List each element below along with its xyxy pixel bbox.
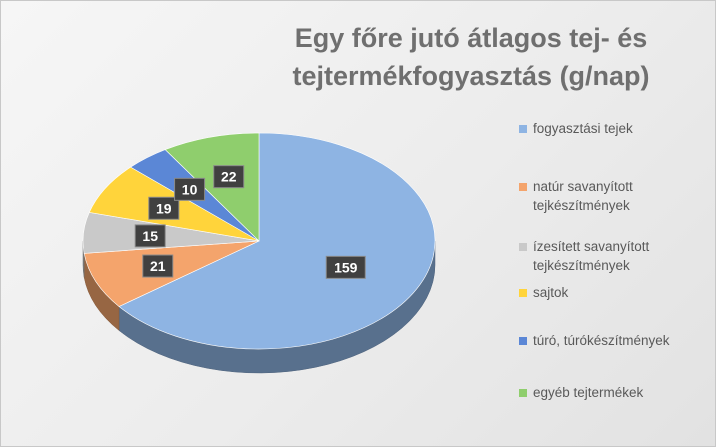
legend-label: túró, túrókészítmények <box>533 333 670 348</box>
data-label: 19 <box>148 196 180 220</box>
legend-item-turo: túró, túrókészítmények <box>519 331 709 350</box>
legend-item-natur-savanyitott: natúr savanyított tejkészítmények <box>519 177 709 215</box>
pie-slice <box>118 132 436 350</box>
legend-item-fogyasztasi-tejek: fogyasztási tejek <box>519 119 709 138</box>
chart-title-line-1: Egy főre jutó átlagos tej- és <box>294 23 648 53</box>
legend-swatch <box>519 243 527 251</box>
legend-item-egyeb: egyéb tejtermékek <box>519 383 709 402</box>
data-label: 22 <box>213 165 245 189</box>
legend-swatch <box>519 125 527 133</box>
svg-text:15: 15 <box>142 228 158 244</box>
pie-slice <box>164 132 260 242</box>
data-label: 15 <box>134 224 166 248</box>
data-label: 21 <box>142 254 174 278</box>
legend-label: ízesített savanyított tejkészítmények <box>533 239 650 273</box>
svg-text:22: 22 <box>221 169 237 185</box>
legend-swatch <box>519 289 527 297</box>
svg-text:19: 19 <box>156 200 172 216</box>
data-label: 159 <box>325 255 366 279</box>
legend-label: natúr savanyított tejkészítmények <box>533 179 633 213</box>
svg-text:10: 10 <box>182 181 198 197</box>
legend-item-izesitett-savanyitott: ízesített savanyított tejkészítmények <box>519 237 709 275</box>
legend-swatch <box>519 337 527 345</box>
legend-item-sajtok: sajtok <box>519 283 709 302</box>
legend-label: fogyasztási tejek <box>533 121 633 136</box>
data-label: 10 <box>174 177 206 201</box>
legend-swatch <box>519 183 527 191</box>
legend-swatch <box>519 389 527 397</box>
legend-label: egyéb tejtermékek <box>533 385 644 400</box>
svg-text:21: 21 <box>150 258 166 274</box>
chart-title: Egy főre jutó átlagos tej- és tejtermékf… <box>251 19 691 95</box>
svg-text:159: 159 <box>334 259 358 275</box>
legend-label: sajtok <box>533 285 569 300</box>
chart-title-line-2: tejtermékfogyasztás (g/nap) <box>292 61 650 91</box>
